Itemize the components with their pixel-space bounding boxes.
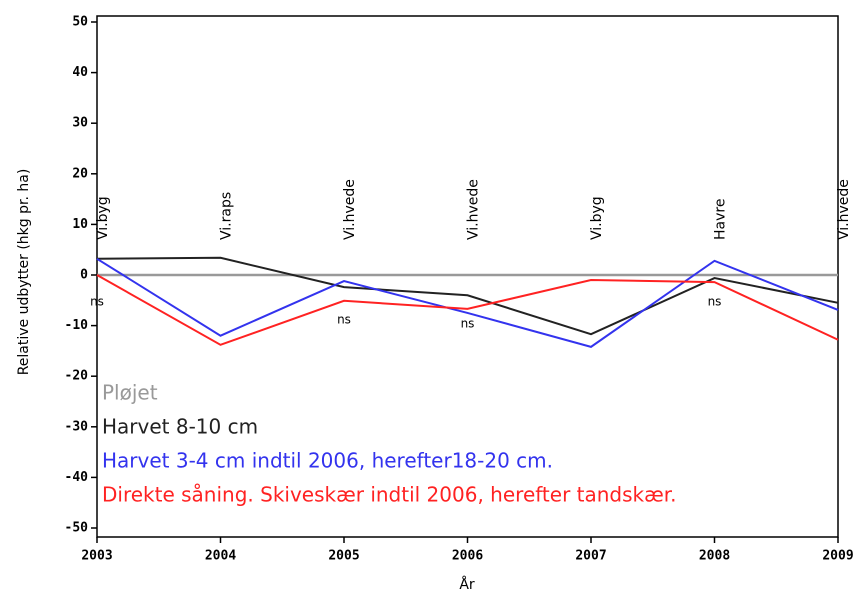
crop-label: Vi.raps bbox=[219, 192, 235, 240]
crop-label: Vi.hvede bbox=[342, 179, 358, 240]
y-tick-label: 30 bbox=[72, 116, 88, 131]
x-tick-label: 2006 bbox=[452, 549, 483, 564]
series-line bbox=[96, 256, 839, 336]
x-tick-label: 2009 bbox=[822, 549, 853, 564]
y-tick-label: -40 bbox=[65, 470, 89, 485]
legend-entry: Harvet 3-4 cm indtil 2006, herefter18-20… bbox=[102, 449, 553, 473]
y-tick-label: 0 bbox=[80, 268, 88, 283]
y-tick-label: 50 bbox=[72, 15, 88, 30]
series-line bbox=[96, 257, 839, 348]
x-tick-label: 2008 bbox=[699, 549, 730, 564]
x-tick-label: 2007 bbox=[575, 549, 606, 564]
legend-entry: Direkte såning. Skiveskær indtil 2006, h… bbox=[102, 483, 677, 507]
y-tick-label: -30 bbox=[65, 419, 89, 434]
y-tick-label: -10 bbox=[65, 318, 89, 333]
series-line bbox=[96, 274, 839, 346]
y-tick-label: -20 bbox=[65, 369, 89, 384]
x-tick-label: 2005 bbox=[328, 549, 359, 564]
crop-label: Vi.hvede bbox=[466, 179, 482, 240]
y-tick-label: 40 bbox=[72, 65, 88, 80]
x-tick-label: 2003 bbox=[81, 549, 112, 564]
annotation: ns bbox=[337, 313, 351, 327]
x-axis-label: År bbox=[459, 576, 475, 593]
y-tick-label: 10 bbox=[72, 217, 88, 232]
crop-label: Vi.hvede bbox=[836, 179, 852, 240]
annotation: ns bbox=[461, 317, 475, 331]
legend-entry: Harvet 8-10 cm bbox=[102, 415, 258, 439]
crop-label: Vi.byg bbox=[589, 196, 605, 240]
x-tick-label: 2004 bbox=[205, 549, 236, 564]
legend-entry: Pløjet bbox=[102, 381, 158, 405]
y-tick-label: -50 bbox=[65, 521, 89, 536]
y-tick-label: 20 bbox=[72, 166, 88, 181]
y-axis-label: Relative udbytter (hkg pr. ha) bbox=[16, 169, 32, 376]
crop-label: Vi.byg bbox=[95, 196, 111, 240]
crop-label: Havre bbox=[713, 199, 729, 240]
annotation: ns bbox=[708, 295, 722, 309]
annotation: ns bbox=[90, 295, 104, 309]
